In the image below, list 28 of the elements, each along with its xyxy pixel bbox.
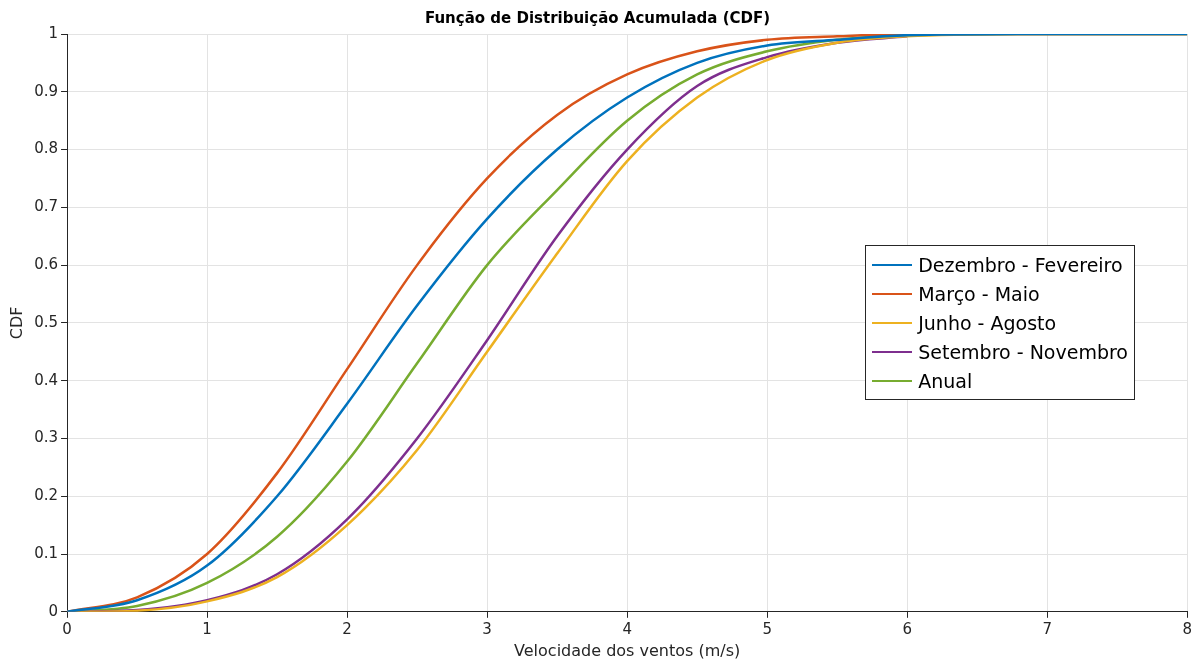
x-tick-label: 8	[1182, 619, 1192, 638]
y-axis-title: CDF	[6, 306, 26, 340]
y-tick-label: 0.4	[34, 370, 59, 389]
y-tick-label: 0.7	[34, 197, 59, 216]
x-tick-label: 7	[1042, 619, 1052, 638]
x-tick-label: 5	[762, 619, 772, 638]
y-tick-label: 0.8	[34, 139, 59, 158]
y-tick-label: 0.2	[34, 486, 59, 505]
legend-label: Anual	[918, 369, 973, 392]
y-tick-label: 1	[48, 23, 59, 42]
y-tick-label: 0.5	[34, 312, 59, 331]
legend-label: Março - Maio	[918, 282, 1040, 305]
y-tick-label: 0.3	[34, 428, 59, 447]
x-tick-label: 6	[902, 619, 912, 638]
y-tick-label: 0.1	[34, 543, 59, 562]
x-tick-label: 2	[342, 619, 352, 638]
y-tick-label: 0.9	[34, 81, 59, 100]
legend-label: Setembro - Novembro	[918, 340, 1128, 363]
x-tick-label: 1	[202, 619, 212, 638]
x-tick-label: 4	[622, 619, 632, 638]
x-tick-label: 0	[62, 619, 72, 638]
y-tick-label: 0	[48, 601, 59, 620]
x-tick-label: 3	[482, 619, 492, 638]
legend-label: Dezembro - Fevereiro	[918, 253, 1123, 276]
y-tick-label: 0.6	[34, 255, 59, 274]
chart-title: Função de Distribuição Acumulada (CDF)	[424, 8, 771, 27]
x-axis-title: Velocidade dos ventos (m/s)	[514, 640, 741, 660]
legend-label: Junho - Agosto	[918, 311, 1057, 334]
